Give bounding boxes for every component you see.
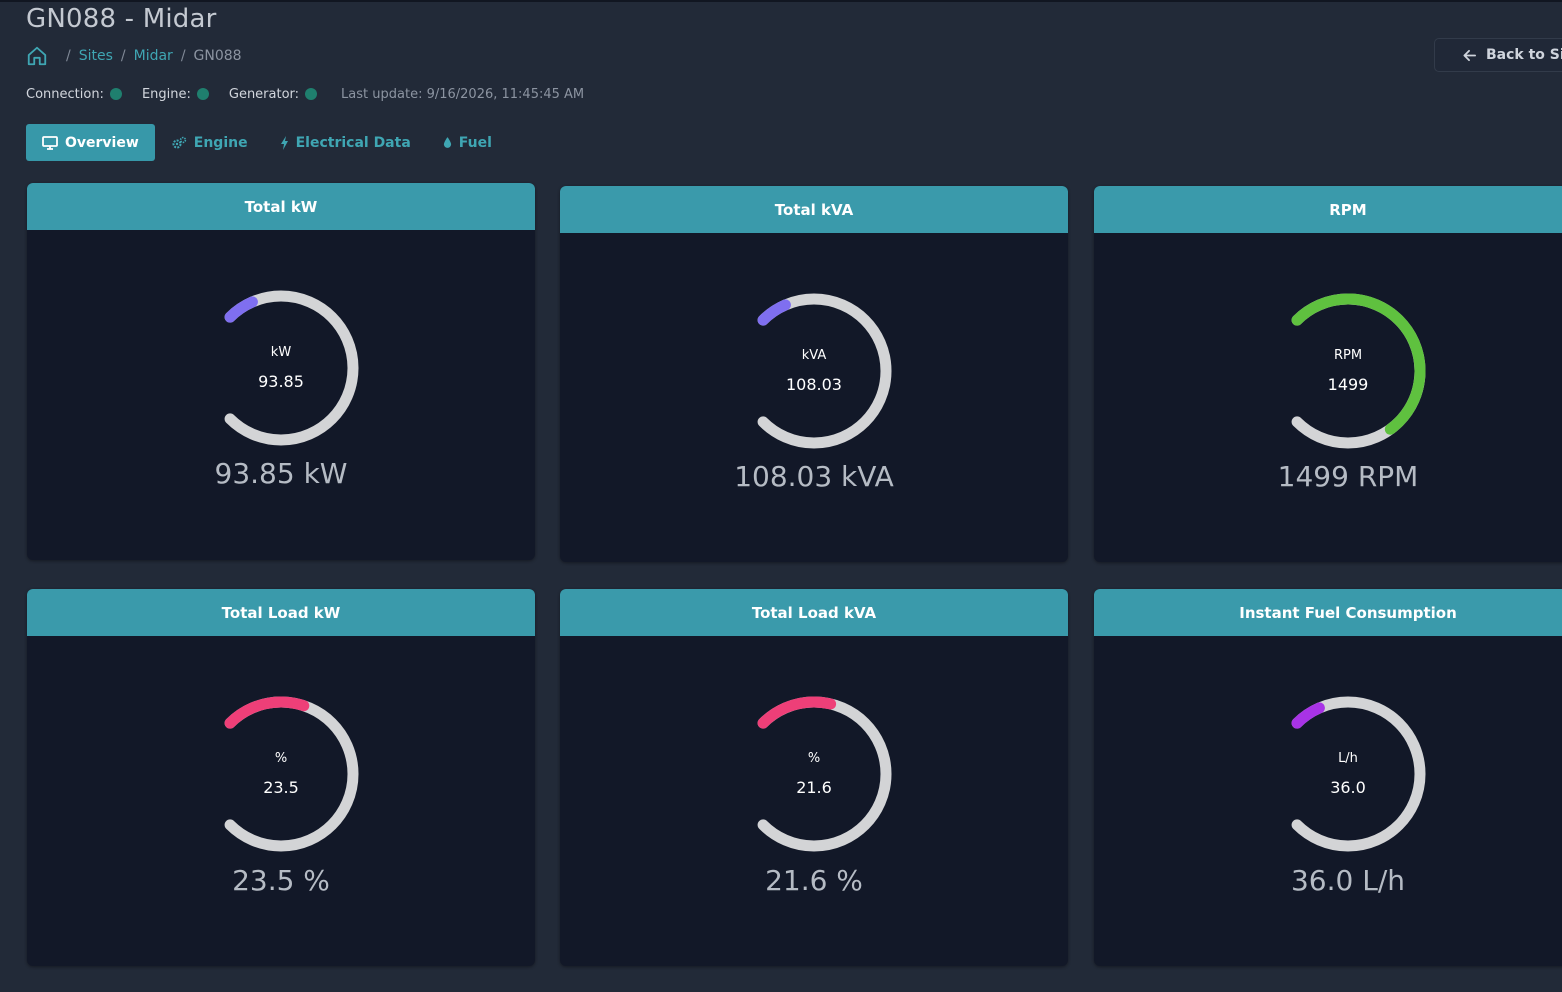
gauge-track (1291, 696, 1426, 852)
gauge-fill-arc (757, 696, 837, 729)
engine-label: Engine: (141, 86, 191, 102)
top-border (0, 0, 1562, 2)
gauge: L/h 36.0 (1268, 694, 1428, 854)
gauge-value: 1499 (1327, 375, 1369, 394)
home-icon[interactable] (26, 45, 48, 67)
gauge-card-total-kva: Total kVA kVA 108.03 108.03 kVA (560, 186, 1068, 562)
gauge-fill-arc (224, 296, 258, 323)
gauge-card-instant-fuel-consumption: Instant Fuel Consumption L/h 36.0 36.0 L… (1094, 589, 1562, 966)
gauge: kW 93.85 (201, 288, 361, 448)
gauge-value: 21.6 (796, 778, 832, 797)
gauge-fill-arc (1291, 293, 1426, 435)
gauge-unit: % (807, 751, 821, 766)
breadcrumb-site-link[interactable]: Midar (133, 48, 173, 64)
card-title: Total Load kW (27, 589, 535, 636)
breadcrumb-separator: / (66, 48, 71, 64)
tab-overview-label: Overview (65, 134, 139, 151)
tab-electrical-data-label: Electrical Data (295, 134, 411, 151)
tab-engine[interactable]: Engine (155, 124, 264, 161)
gauge-value: 108.03 (786, 375, 842, 394)
connection-status-dot (109, 88, 122, 100)
gears-icon (171, 136, 187, 150)
status-bar: Connection: Engine: Generator: Last upda… (26, 85, 584, 103)
card-title: RPM (1094, 186, 1562, 233)
card-title: Total Load kVA (560, 589, 1068, 636)
gauge-readout: 36.0 L/h (1290, 864, 1406, 897)
tab-engine-label: Engine (193, 134, 248, 151)
gauge: RPM 1499 (1268, 291, 1428, 451)
tab-fuel[interactable]: Fuel (427, 124, 508, 161)
breadcrumb: / Sites / Midar / GN088 (26, 44, 242, 68)
back-to-site-button[interactable]: Back to Site (1434, 38, 1562, 72)
tab-overview[interactable]: Overview (26, 124, 155, 161)
gauge-fill-arc (224, 696, 310, 729)
droplet-icon (443, 136, 452, 149)
gauge-value: 36.0 (1330, 778, 1366, 797)
card-title: Total kVA (560, 186, 1068, 233)
gauge-card-total-kw: Total kW kW 93.85 93.85 kW (27, 183, 535, 560)
card-title: Total kW (27, 183, 535, 230)
gauge-card-rpm: RPM RPM 1499 1499 RPM (1094, 186, 1562, 562)
gauge-value: 23.5 (263, 778, 299, 797)
generator-status-dot (305, 88, 318, 100)
gauge: % 23.5 (201, 694, 361, 854)
gauge-fill-arc (1291, 702, 1325, 729)
engine-status-dot (196, 88, 209, 100)
gauge: % 21.6 (734, 694, 894, 854)
gauge-readout: 93.85 kW (214, 457, 348, 490)
gauge-readout: 23.5 % (232, 864, 330, 897)
last-update-text: Last update: 9/16/2026, 11:45:45 AM (341, 86, 585, 102)
gauge-card-total-load-kw: Total Load kW % 23.5 23.5 % (27, 589, 535, 966)
gauge-unit: % (274, 751, 288, 766)
gauge-readout: 1499 RPM (1277, 460, 1419, 493)
gauge: kVA 108.03 (734, 291, 894, 451)
gauge-unit: RPM (1333, 348, 1363, 363)
connection-label: Connection: (26, 86, 104, 102)
card-title: Instant Fuel Consumption (1094, 589, 1562, 636)
gauge-unit: kW (270, 345, 292, 360)
gauge-readout: 21.6 % (765, 864, 863, 897)
monitor-icon (42, 135, 58, 150)
tab-fuel-label: Fuel (458, 134, 492, 151)
bolt-icon (280, 135, 289, 150)
breadcrumb-separator: / (120, 48, 126, 64)
arrow-left-icon (1463, 49, 1476, 62)
gauge-track (757, 293, 892, 449)
generator-label: Generator: (228, 86, 300, 102)
breadcrumb-sites-link[interactable]: Sites (78, 48, 113, 64)
tab-electrical-data[interactable]: Electrical Data (264, 124, 427, 161)
gauge-value: 93.85 (258, 372, 304, 391)
gauge-track (224, 290, 359, 446)
gauge-unit: L/h (1338, 751, 1358, 766)
gauge-card-total-load-kva: Total Load kVA % 21.6 21.6 % (560, 589, 1068, 966)
gauge-unit: kVA (801, 348, 827, 363)
breadcrumb-current: GN088 (193, 48, 242, 64)
breadcrumb-separator: / (180, 48, 186, 64)
tab-bar: Overview Engine Electrical Data Fuel (26, 124, 508, 161)
back-to-site-label: Back to Site (1486, 47, 1562, 63)
gauge-readout: 108.03 kVA (734, 460, 894, 493)
gauge-fill-arc (757, 299, 791, 326)
page-title: GN088 - Midar (26, 4, 217, 34)
gauge-track (757, 696, 892, 852)
gauge-track (224, 696, 359, 852)
